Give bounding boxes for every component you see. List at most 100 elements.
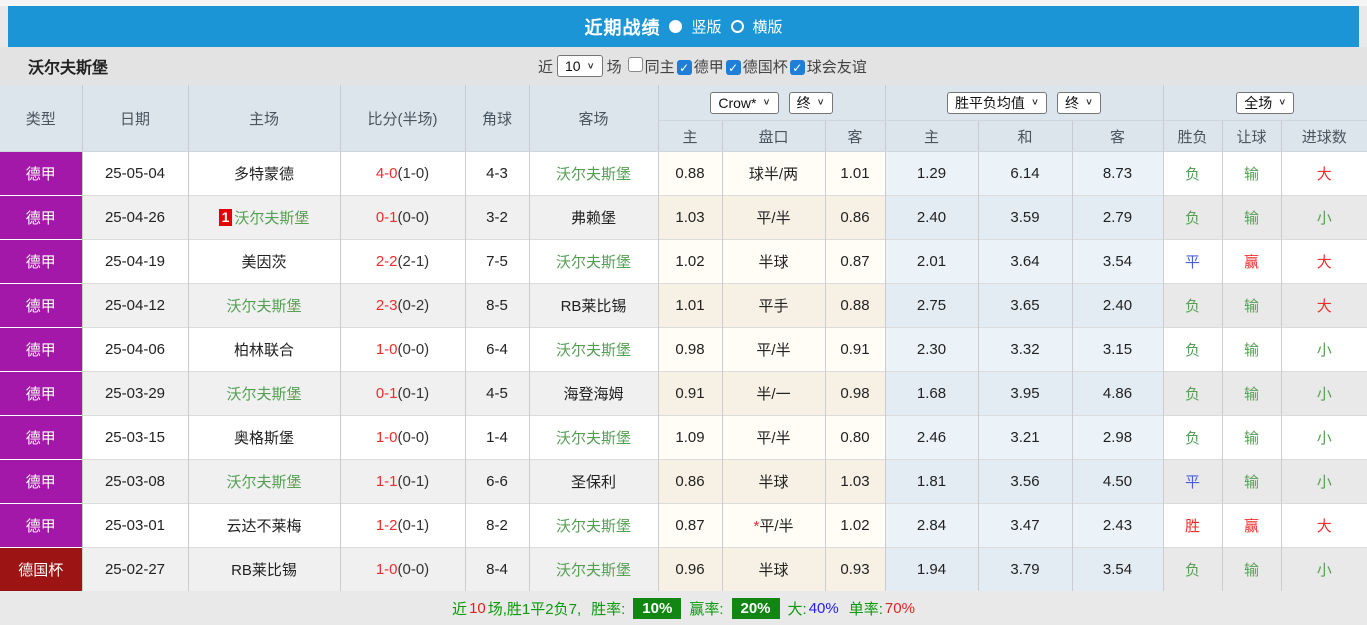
chevron-down-icon: ∨ (1278, 97, 1287, 107)
table-row: 德甲 25-04-26 1 沃尔夫斯堡 0-1(0-0) 3-2 弗赖堡 1.03 平/半 0.8… (0, 195, 1367, 240)
home-team-cell: 多特蒙德 (188, 151, 341, 196)
goals-cell: 大 (1281, 283, 1367, 328)
type-cell: 德甲 (0, 151, 83, 196)
corner-cell: 8-4 (465, 547, 530, 591)
avg-home-cell: 2.84 (885, 503, 979, 548)
avg-home-cell: 1.29 (885, 151, 979, 196)
vertical-layout-radio[interactable] (669, 20, 683, 33)
avg-home-cell: 2.01 (885, 239, 979, 284)
home-team-cell: 美因茨 (188, 239, 341, 284)
result-cell: 负 (1163, 371, 1223, 416)
score-cell: 1-1(0-1) (340, 459, 466, 504)
home-odds-cell: 0.88 (658, 151, 723, 196)
away-team-cell: 海登海姆 (529, 371, 659, 416)
odds-time-select[interactable]: 终 ∨ (788, 91, 833, 114)
match-count-select[interactable]: 10 ∨ (557, 55, 603, 77)
avg-home-cell: 1.94 (885, 547, 979, 591)
summary-record: 场,胜1平2负7, (487, 600, 582, 618)
away-team-cell: 沃尔夫斯堡 (529, 415, 659, 460)
home-odds-cell: 0.91 (658, 371, 723, 416)
corner-cell: 3-2 (465, 195, 530, 240)
avg-draw-cell: 3.47 (978, 503, 1073, 548)
home-odds-cell: 0.98 (658, 327, 723, 372)
avg-draw-cell: 6.14 (978, 151, 1073, 196)
score-cell: 1-0(0-0) (340, 415, 466, 460)
let-ball-cell: 输 (1222, 547, 1282, 591)
checked-checkbox[interactable]: ✓ (725, 60, 741, 75)
odds-company-select[interactable]: Crow* ∨ (710, 91, 779, 114)
rank-badge: 1 (218, 209, 233, 226)
avg-away-cell: 4.86 (1072, 371, 1164, 416)
date-cell: 25-04-06 (82, 327, 189, 372)
result-cell: 负 (1163, 415, 1223, 460)
score-cell: 0-1(0-0) (340, 195, 466, 240)
horizontal-layout-radio[interactable] (730, 20, 744, 33)
chevron-down-icon: ∨ (816, 97, 825, 107)
subheader-avg-draw: 和 (978, 120, 1073, 152)
beatrate-label: 赢率: (689, 600, 724, 618)
avg-draw-cell: 3.65 (978, 283, 1073, 328)
avg-away-cell: 3.54 (1072, 239, 1164, 284)
avg-away-cell: 3.15 (1072, 327, 1164, 372)
table-header-top: 类型 日期 主场 比分(半场) 角球 客场 Crow* ∨ 终 ∨ 胜平负均值 (0, 85, 1367, 152)
odds-group-header: Crow* ∨ 终 ∨ (658, 85, 886, 121)
col-header-corner: 角球 (465, 85, 530, 152)
result-cell: 负 (1163, 547, 1223, 591)
away-odds-cell: 0.86 (825, 195, 886, 240)
result-cell: 胜 (1163, 503, 1223, 548)
checkbox-label: 德甲 (693, 58, 724, 76)
score-cell: 0-1(0-1) (340, 371, 466, 416)
date-cell: 25-05-04 (82, 151, 189, 196)
avg-draw-cell: 3.79 (978, 547, 1073, 591)
avg-away-cell: 3.54 (1072, 547, 1164, 591)
home-team-cell: 沃尔夫斯堡 (188, 283, 341, 328)
checked-checkbox[interactable]: ✓ (789, 60, 805, 75)
date-cell: 25-04-19 (82, 239, 189, 284)
handicap-cell: 球半/两 (722, 151, 826, 196)
avg-away-cell: 8.73 (1072, 151, 1164, 196)
table-row: 德甲 25-04-12 沃尔夫斯堡 2-3(0-2) 8-5 RB莱比锡 1.01 平手 0.8… (0, 283, 1367, 328)
goals-cell: 小 (1281, 547, 1367, 591)
handicap-cell: 半球 (722, 459, 826, 504)
corner-cell: 4-5 (465, 371, 530, 416)
away-team-cell: 沃尔夫斯堡 (529, 503, 659, 548)
col-header-score: 比分(半场) (340, 85, 466, 152)
goals-cell: 小 (1281, 415, 1367, 460)
score-cell: 1-0(0-0) (340, 547, 466, 591)
home-odds-cell: 1.01 (658, 283, 723, 328)
chevron-down-icon: ∨ (586, 60, 595, 71)
col-header-date: 日期 (82, 85, 189, 152)
away-team-cell: 沃尔夫斯堡 (529, 239, 659, 284)
chevron-down-icon: ∨ (1085, 97, 1094, 107)
goals-cell: 大 (1281, 151, 1367, 196)
subheader-result: 胜负 (1163, 120, 1223, 152)
away-odds-cell: 0.87 (825, 239, 886, 284)
subheader-avg-home: 主 (885, 120, 979, 152)
scope-select[interactable]: 全场 ∨ (1236, 91, 1295, 114)
result-cell: 负 (1163, 283, 1223, 328)
avg-home-cell: 2.30 (885, 327, 979, 372)
date-cell: 25-03-01 (82, 503, 189, 548)
goals-cell: 小 (1281, 371, 1367, 416)
checkbox-label: 同主 (644, 58, 675, 76)
home-odds-cell: 0.96 (658, 547, 723, 591)
date-cell: 25-03-29 (82, 371, 189, 416)
score-cell: 2-3(0-2) (340, 283, 466, 328)
single-value: 70% (884, 599, 915, 617)
chevron-down-icon: ∨ (1030, 97, 1039, 107)
table-row: 德甲 25-03-15 奥格斯堡 1-0(0-0) 1-4 沃尔夫斯堡 1.09 平/半 0.8… (0, 415, 1367, 460)
type-cell: 德甲 (0, 283, 83, 328)
page-title: 近期战绩 (584, 17, 661, 38)
result-cell: 负 (1163, 327, 1223, 372)
type-cell: 德甲 (0, 459, 83, 504)
avg-type-select[interactable]: 胜平负均值 ∨ (946, 91, 1047, 114)
home-team-cell: 奥格斯堡 (188, 415, 341, 460)
result-cell: 平 (1163, 239, 1223, 284)
subheader-handicap: 盘口 (722, 120, 826, 152)
unchecked-checkbox[interactable] (627, 56, 643, 72)
checked-checkbox[interactable]: ✓ (676, 60, 692, 75)
avg-time-select[interactable]: 终 ∨ (1057, 91, 1102, 114)
subheader-odds-away: 客 (825, 120, 886, 152)
away-odds-cell: 0.88 (825, 283, 886, 328)
avg-home-cell: 2.75 (885, 283, 979, 328)
